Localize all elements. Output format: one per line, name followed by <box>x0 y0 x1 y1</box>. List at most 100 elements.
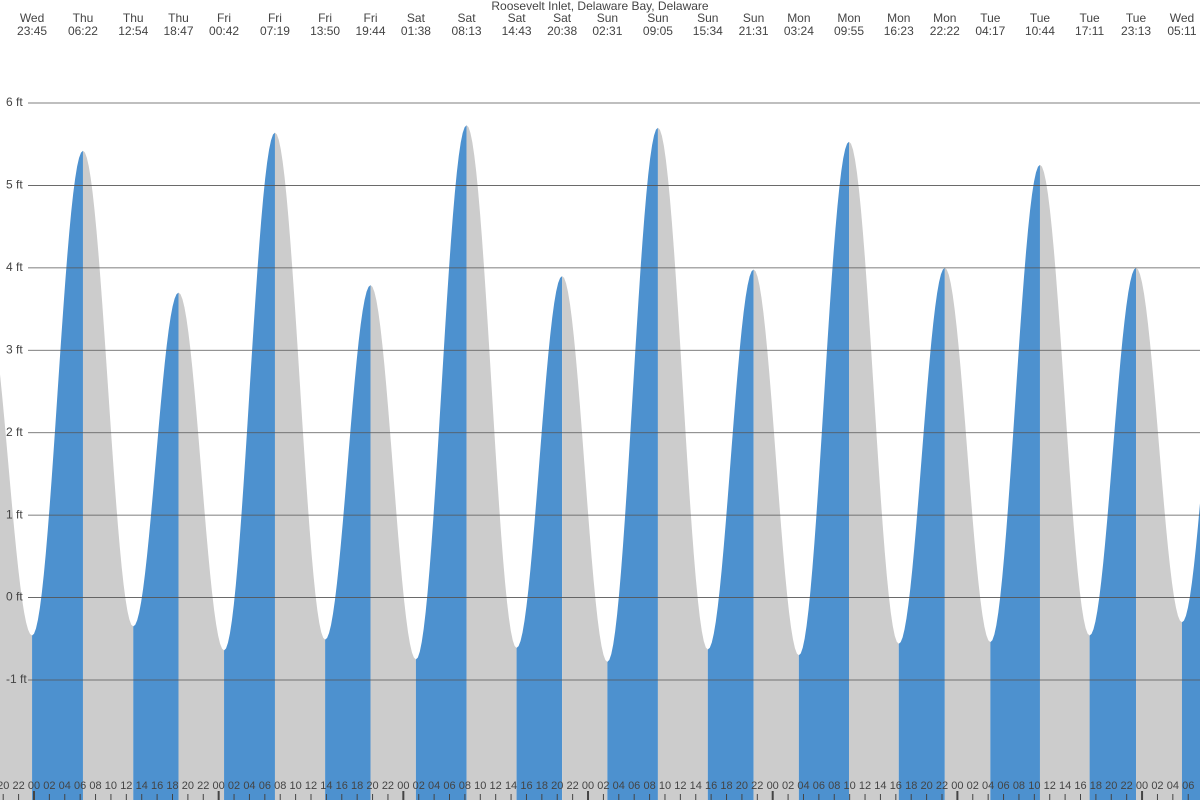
hour-label: 14 <box>690 780 702 792</box>
falling-tide <box>370 285 416 800</box>
event-day: Sun <box>697 11 718 25</box>
event-day: Sun <box>647 11 668 25</box>
hour-label: 20 <box>736 780 748 792</box>
falling-tide <box>753 269 799 800</box>
event-day: Sun <box>743 11 764 25</box>
hour-label: 04 <box>797 780 809 792</box>
event-time: 16:23 <box>884 24 914 38</box>
event-time: 07:19 <box>260 24 290 38</box>
rising-tide <box>224 132 275 800</box>
hour-label: 02 <box>782 780 794 792</box>
y-tick-label: 3 ft <box>6 342 23 356</box>
hour-label: 20 <box>0 780 9 792</box>
hour-label: 10 <box>1028 780 1040 792</box>
falling-tide <box>274 132 326 800</box>
hour-label: 14 <box>874 780 886 792</box>
hour-label: 14 <box>505 780 517 792</box>
hour-label: 04 <box>613 780 625 792</box>
event-time: 21:31 <box>739 24 769 38</box>
event-day: Fri <box>268 11 282 25</box>
event-day: Mon <box>787 11 810 25</box>
hour-label: 20 <box>920 780 932 792</box>
rising-tide <box>133 292 179 800</box>
falling-tide <box>849 141 899 800</box>
hour-label: 00 <box>213 780 225 792</box>
hour-label: 02 <box>967 780 979 792</box>
event-day: Tue <box>1126 11 1147 25</box>
falling-tide <box>657 127 708 800</box>
hour-label: 12 <box>674 780 686 792</box>
event-time: 10:44 <box>1025 24 1055 38</box>
event-time: 19:44 <box>355 24 385 38</box>
hour-label: 06 <box>259 780 271 792</box>
event-time: 15:34 <box>693 24 723 38</box>
event-day: Sun <box>597 11 618 25</box>
hour-label: 20 <box>551 780 563 792</box>
hour-label: 04 <box>428 780 440 792</box>
hour-label: 00 <box>1136 780 1148 792</box>
hour-label: 18 <box>351 780 363 792</box>
y-tick-label: 2 ft <box>6 425 23 439</box>
event-time: 23:13 <box>1121 24 1151 38</box>
hour-label: 02 <box>43 780 55 792</box>
event-day: Tue <box>1079 11 1100 25</box>
event-time: 23:45 <box>17 24 47 38</box>
falling-tide <box>1039 164 1090 800</box>
y-tick-label: 0 ft <box>6 590 23 604</box>
event-day: Mon <box>887 11 910 25</box>
event-time: 12:54 <box>118 24 148 38</box>
rising-tide <box>1181 503 1200 800</box>
event-time: 13:50 <box>310 24 340 38</box>
event-day: Fri <box>364 11 378 25</box>
falling-tide <box>178 292 225 800</box>
hour-label: 04 <box>243 780 255 792</box>
hour-label: 14 <box>1059 780 1071 792</box>
hour-label: 00 <box>767 780 779 792</box>
y-tick-label: -1 ft <box>6 672 27 686</box>
falling-tide <box>944 267 991 800</box>
rising-tide <box>32 150 83 800</box>
hour-label: 10 <box>659 780 671 792</box>
hour-label: 10 <box>844 780 856 792</box>
event-time: 05:11 <box>1167 24 1196 38</box>
event-day: Mon <box>933 11 956 25</box>
hour-label: 22 <box>567 780 579 792</box>
event-day: Thu <box>123 11 144 25</box>
hour-label: 00 <box>397 780 409 792</box>
hour-label: 02 <box>597 780 609 792</box>
hour-label: 20 <box>182 780 194 792</box>
hour-label: 12 <box>859 780 871 792</box>
hour-label: 16 <box>705 780 717 792</box>
hour-label: 16 <box>890 780 902 792</box>
rising-tide <box>516 276 563 800</box>
event-day: Mon <box>837 11 860 25</box>
event-day: Wed <box>1170 11 1194 25</box>
y-tick-label: 5 ft <box>6 178 23 192</box>
event-time: 17:11 <box>1075 24 1104 38</box>
rising-tide <box>707 269 754 800</box>
event-time: 22:22 <box>930 24 960 38</box>
event-time: 03:24 <box>784 24 814 38</box>
event-day: Wed <box>20 11 44 25</box>
y-tick-label: 4 ft <box>6 260 23 274</box>
hour-label: 14 <box>136 780 148 792</box>
hour-label: 02 <box>413 780 425 792</box>
hour-label: 22 <box>382 780 394 792</box>
hour-label: 18 <box>1090 780 1102 792</box>
hour-label: 04 <box>59 780 71 792</box>
hour-label: 10 <box>105 780 117 792</box>
hour-label: 06 <box>813 780 825 792</box>
hour-label: 18 <box>166 780 178 792</box>
hour-label: 06 <box>997 780 1009 792</box>
hour-label: 04 <box>1167 780 1179 792</box>
hour-label: 06 <box>1182 780 1194 792</box>
event-time: 00:42 <box>209 24 239 38</box>
hour-label: 00 <box>582 780 594 792</box>
event-day: Sat <box>508 11 527 25</box>
hour-label: 08 <box>89 780 101 792</box>
hour-label: 20 <box>1105 780 1117 792</box>
event-day: Thu <box>73 11 94 25</box>
hour-label: 22 <box>751 780 763 792</box>
event-time: 01:38 <box>401 24 431 38</box>
